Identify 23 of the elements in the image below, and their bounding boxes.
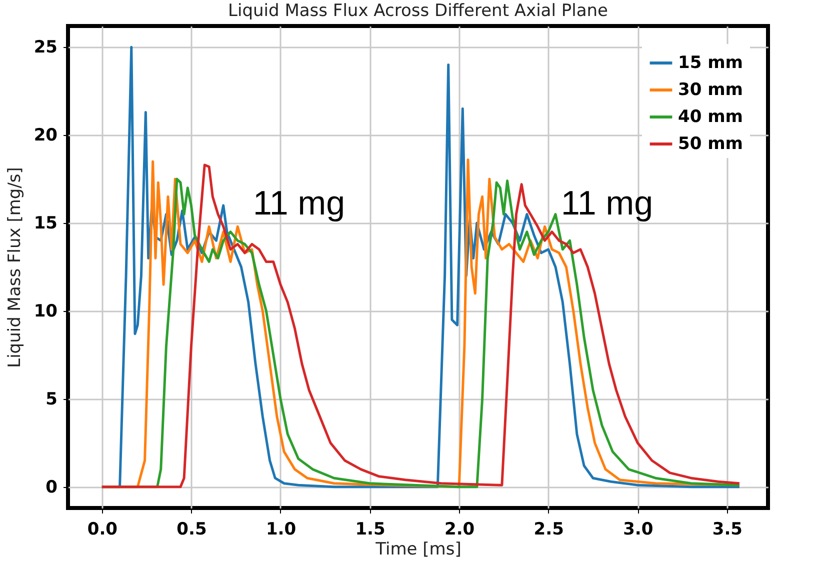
x-tick-label: 0.5 bbox=[176, 520, 207, 540]
x-tick-label: 1.5 bbox=[355, 520, 386, 540]
y-axis-title: Liquid Mass Flux [mg/s] bbox=[4, 167, 25, 368]
x-tick-label: 1.0 bbox=[266, 520, 296, 540]
y-tick-label: 20 bbox=[34, 126, 58, 146]
y-tick-label: 5 bbox=[46, 389, 58, 410]
legend-label: 40 mm bbox=[678, 107, 744, 127]
annotation: 11 mg bbox=[253, 184, 345, 222]
y-tick-label: 10 bbox=[34, 301, 58, 322]
chart-title: Liquid Mass Flux Across Different Axial Plane bbox=[228, 1, 608, 21]
y-tick-label: 25 bbox=[34, 38, 58, 58]
x-tick-label: 0.0 bbox=[87, 520, 118, 540]
x-tick-label: 3.0 bbox=[623, 520, 654, 540]
legend-label: 30 mm bbox=[678, 80, 744, 100]
y-tick-label: 0 bbox=[46, 477, 58, 498]
y-tick-label: 15 bbox=[34, 214, 58, 234]
legend-label: 15 mm bbox=[678, 53, 744, 73]
x-tick-label: 2.5 bbox=[534, 520, 564, 540]
x-tick-label: 2.0 bbox=[444, 520, 475, 540]
x-tick-label: 3.5 bbox=[712, 520, 742, 540]
legend-label: 50 mm bbox=[678, 134, 744, 154]
annotation: 11 mg bbox=[561, 184, 653, 222]
x-axis-title: Time [ms] bbox=[374, 540, 462, 560]
